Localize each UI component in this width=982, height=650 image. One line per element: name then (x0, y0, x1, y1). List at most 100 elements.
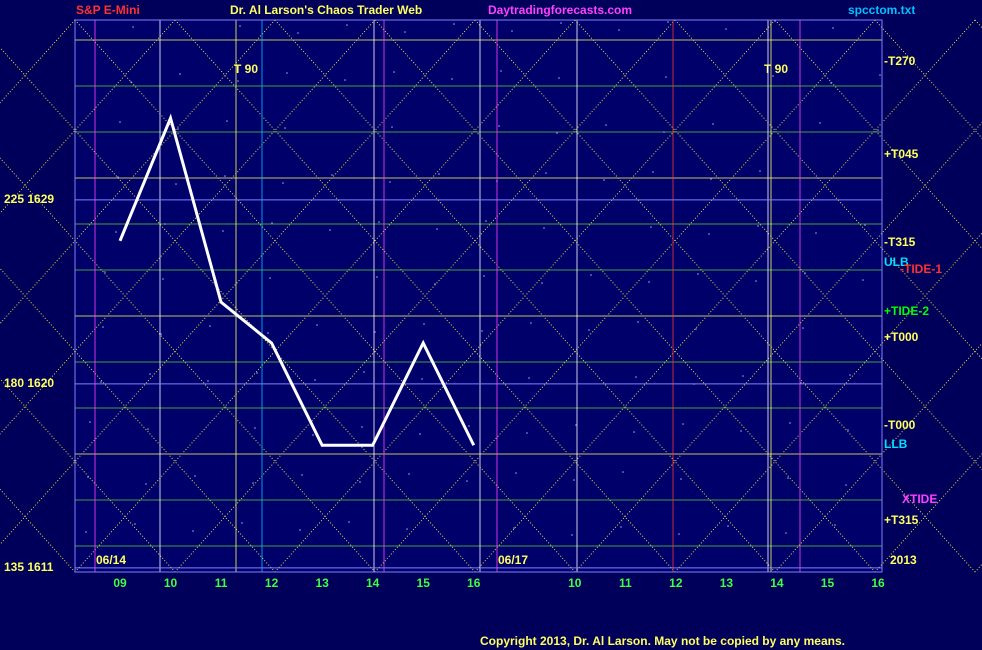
speckle (864, 224, 866, 226)
speckle (252, 482, 254, 484)
speckle (682, 423, 684, 425)
speckle (271, 222, 273, 224)
x-tick-label: 13 (315, 576, 329, 590)
date-label: 06/17 (498, 553, 528, 567)
diagonal (74, 19, 576, 573)
speckle (393, 71, 395, 73)
speckle (164, 223, 166, 225)
speckle (434, 283, 436, 285)
speckle (329, 229, 331, 231)
speckle (374, 331, 376, 333)
x-tick-label: 13 (720, 576, 734, 590)
diagonal (0, 19, 476, 546)
speckle (177, 128, 179, 130)
speckle (708, 233, 710, 235)
speckle (436, 228, 438, 230)
speckle (622, 471, 624, 473)
speckle (149, 373, 151, 375)
speckle (633, 431, 635, 433)
speckle (772, 75, 774, 77)
speckle (162, 278, 164, 280)
speckle (712, 123, 714, 125)
speckle (849, 374, 851, 376)
speckle (545, 172, 547, 174)
speckle (451, 78, 453, 80)
speckle (226, 120, 228, 122)
speckle (282, 182, 284, 184)
speckle (254, 427, 256, 429)
speckle (770, 130, 772, 132)
diagonal (0, 19, 376, 435)
speckle (667, 21, 669, 23)
speckle (361, 426, 363, 428)
y-tick-label: 180 1620 (4, 376, 54, 390)
marker: T 90 (234, 62, 258, 76)
speckle (757, 225, 759, 227)
speckle (815, 232, 817, 234)
speckle (404, 31, 406, 33)
speckle (331, 174, 333, 176)
speckle (419, 433, 421, 435)
file: spcctom.txt (848, 3, 915, 17)
speckle (740, 430, 742, 432)
copyright: Copyright 2013, Dr. Al Larson. May not b… (480, 634, 845, 648)
speckle (785, 532, 787, 534)
speckle (453, 23, 455, 25)
diagonal (0, 19, 276, 325)
speckle (500, 70, 502, 72)
speckle (485, 220, 487, 222)
speckle (652, 171, 654, 173)
speckle (423, 323, 425, 325)
speckle (558, 77, 560, 79)
speckle (241, 522, 243, 524)
site: Daytradingforecasts.com (488, 3, 632, 17)
speckle (104, 271, 106, 273)
speckle (314, 379, 316, 381)
speckle (468, 425, 470, 427)
speckle (132, 26, 134, 28)
x-tick-label: 11 (215, 576, 228, 590)
speckle (513, 527, 515, 529)
speckle (406, 528, 408, 530)
x-tick-label: 15 (417, 576, 431, 590)
speckle (742, 375, 744, 377)
speckle (618, 29, 620, 31)
speckle (620, 526, 622, 528)
speckle (680, 478, 682, 480)
speckle (575, 424, 577, 426)
speckle (635, 376, 637, 378)
plot-area (75, 20, 882, 572)
speckle (466, 480, 468, 482)
speckle (678, 533, 680, 535)
speckle (438, 173, 440, 175)
speckle (222, 230, 224, 232)
speckle (573, 479, 575, 481)
speckle (100, 381, 102, 383)
date-label: 06/14 (96, 553, 126, 567)
speckle (299, 529, 301, 531)
speckle (378, 221, 380, 223)
right-label: +T045 (884, 147, 919, 161)
speckle (556, 132, 558, 134)
speckle (194, 475, 196, 477)
speckle (359, 481, 361, 483)
speckle (87, 476, 89, 478)
speckle (727, 525, 729, 527)
plot-border (74, 19, 883, 573)
right-label: +T315 (884, 513, 919, 527)
speckle (237, 80, 239, 82)
speckle (560, 22, 562, 24)
x-tick-label: 16 (467, 576, 481, 590)
speckle (541, 282, 543, 284)
speckle (665, 76, 667, 78)
speckle (209, 325, 211, 327)
x-tick-label: 14 (366, 576, 380, 590)
right-label: XTIDE (902, 492, 937, 506)
speckle (316, 324, 318, 326)
speckle (391, 126, 393, 128)
symbol: S&P E-Mini (76, 3, 140, 17)
speckle (648, 281, 650, 283)
speckle (267, 332, 269, 334)
